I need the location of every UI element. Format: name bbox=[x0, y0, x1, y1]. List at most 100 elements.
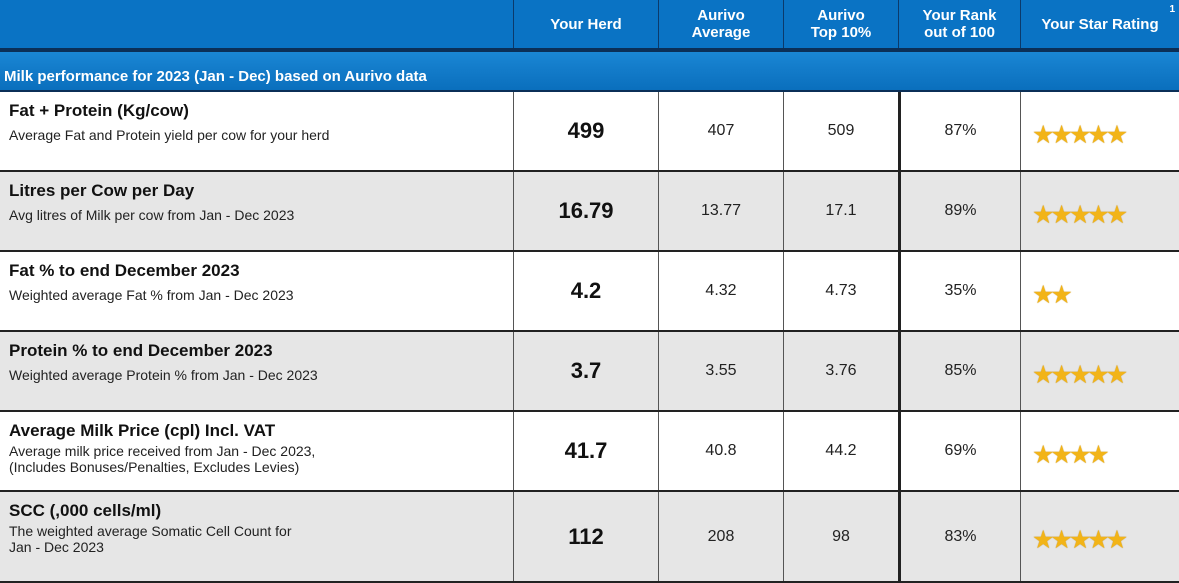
aurivo-top10-cell: 509 bbox=[783, 92, 898, 170]
aurivo-average-cell: 40.8 bbox=[658, 412, 783, 490]
table-row: Fat + Protein (Kg/cow) Average Fat and Pr… bbox=[0, 92, 1179, 172]
row-title: Average Milk Price (cpl) Incl. VAT bbox=[9, 421, 276, 440]
row-label-cell: SCC (,000 cells/ml) The weighted average … bbox=[0, 492, 513, 581]
table-row: Protein % to end December 2023 Weighted a… bbox=[0, 332, 1179, 412]
row-label-cell: Protein % to end December 2023 Weighted a… bbox=[0, 332, 513, 410]
your-herd-value: 41.7 bbox=[564, 438, 608, 463]
star-rating-cell bbox=[1020, 412, 1179, 490]
star-icon: ★ bbox=[1068, 360, 1092, 389]
aurivo-average-value: 13.77 bbox=[700, 202, 742, 219]
rank-cell: 87% bbox=[898, 92, 1020, 170]
star-rating-cell bbox=[1020, 332, 1179, 410]
star-icon: ★ bbox=[1032, 120, 1055, 149]
table-row: Litres per Cow per Day Avg litres of Milk… bbox=[0, 172, 1179, 252]
star-icon: ★ bbox=[1087, 200, 1110, 229]
aurivo-top10-value: 44.2 bbox=[825, 442, 857, 459]
row-title: Fat % to end December 2023 bbox=[9, 261, 240, 280]
star-icon: ★ bbox=[1050, 280, 1073, 309]
rank-cell: 85% bbox=[898, 332, 1020, 410]
row-label-cell: Fat % to end December 2023 Weighted avera… bbox=[0, 252, 513, 330]
star-rating-cell bbox=[1020, 172, 1179, 250]
star-rating: ★ ★ ★ ★ ★ bbox=[1032, 172, 1179, 250]
row-label-cell: Fat + Protein (Kg/cow) Average Fat and Pr… bbox=[0, 92, 513, 170]
star-icon: ★ bbox=[1050, 360, 1073, 389]
aurivo-average-value: 40.8 bbox=[705, 442, 737, 459]
star-icon: ★ bbox=[1050, 440, 1073, 469]
row-title: Fat + Protein (Kg/cow) bbox=[9, 101, 189, 120]
star-icon: ★ bbox=[1105, 120, 1129, 149]
rank-cell: 69% bbox=[898, 412, 1020, 490]
aurivo-average-value: 4.32 bbox=[705, 282, 737, 299]
aurivo-average-value: 208 bbox=[707, 527, 735, 545]
aurivo-top10-value: 98 bbox=[832, 527, 850, 545]
aurivo-top10-cell: 44.2 bbox=[783, 412, 898, 490]
star-icon: ★ bbox=[1050, 200, 1073, 229]
your-herd-value: 16.79 bbox=[558, 198, 614, 223]
table-header: Your Herd Aurivo Average Aurivo Top 10% … bbox=[0, 0, 1179, 50]
your-herd-value: 4.2 bbox=[570, 278, 602, 303]
star-rating: ★ ★ ★ ★ ★ bbox=[1032, 492, 1179, 581]
star-rating-cell bbox=[1020, 252, 1179, 330]
star-icon: ★ bbox=[1068, 200, 1092, 229]
star-icon: ★ bbox=[1032, 440, 1055, 469]
aurivo-top10-value: 17.1 bbox=[825, 202, 857, 219]
star-rating: ★ ★ bbox=[1032, 252, 1179, 330]
header-aurivo-top10: Aurivo Top 10% bbox=[783, 0, 898, 48]
row-description: Average Fat and Protein yield per cow fo… bbox=[9, 127, 330, 143]
aurivo-top10-value: 3.76 bbox=[825, 362, 857, 379]
row-title: Protein % to end December 2023 bbox=[9, 341, 273, 360]
star-icon: ★ bbox=[1032, 280, 1055, 309]
aurivo-top10-cell: 17.1 bbox=[783, 172, 898, 250]
star-icon: ★ bbox=[1032, 360, 1055, 389]
star-icon: ★ bbox=[1087, 526, 1110, 554]
your-herd-cell: 112 bbox=[513, 492, 658, 581]
table-row: Fat % to end December 2023 Weighted avera… bbox=[0, 252, 1179, 332]
header-aurivo-average: Aurivo Average bbox=[658, 0, 783, 48]
your-herd-cell: 3.7 bbox=[513, 332, 658, 410]
star-rating: ★ ★ ★ ★ ★ bbox=[1032, 332, 1179, 410]
star-icon: ★ bbox=[1105, 526, 1129, 554]
aurivo-top10-cell: 4.73 bbox=[783, 252, 898, 330]
star-icon: ★ bbox=[1068, 120, 1092, 149]
rank-cell: 83% bbox=[898, 492, 1020, 581]
your-herd-cell: 41.7 bbox=[513, 412, 658, 490]
star-icon: ★ bbox=[1105, 200, 1129, 229]
aurivo-average-cell: 13.77 bbox=[658, 172, 783, 250]
footnote-marker: 1 bbox=[1169, 4, 1175, 15]
row-description: Avg litres of Milk per cow from Jan - De… bbox=[9, 207, 295, 223]
header-rank: Your Rank out of 100 bbox=[898, 0, 1020, 48]
aurivo-top10-cell: 3.76 bbox=[783, 332, 898, 410]
star-rating-cell bbox=[1020, 92, 1179, 170]
rank-value: 85% bbox=[944, 362, 977, 379]
section-banner: Milk performance for 2023 (Jan - Dec) ba… bbox=[0, 50, 1179, 92]
rank-value: 35% bbox=[944, 282, 977, 299]
your-herd-cell: 16.79 bbox=[513, 172, 658, 250]
rank-cell: 35% bbox=[898, 252, 1020, 330]
row-description: Average milk price received from Jan - D… bbox=[9, 443, 316, 475]
row-description: Weighted average Protein % from Jan - De… bbox=[9, 367, 318, 383]
header-star-rating: Your Star Rating 1 bbox=[1020, 0, 1179, 48]
row-description: Weighted average Fat % from Jan - Dec 20… bbox=[9, 287, 294, 303]
star-icon: ★ bbox=[1068, 526, 1092, 554]
row-title: Litres per Cow per Day bbox=[9, 181, 195, 200]
your-herd-value: 3.7 bbox=[570, 358, 602, 383]
header-your-herd: Your Herd bbox=[513, 0, 658, 48]
star-icon: ★ bbox=[1050, 526, 1073, 554]
star-rating: ★ ★ ★ ★ ★ bbox=[1032, 92, 1179, 170]
aurivo-top10-value: 509 bbox=[827, 122, 855, 139]
star-icon: ★ bbox=[1032, 200, 1055, 229]
aurivo-top10-value: 4.73 bbox=[825, 282, 857, 299]
section-title: Milk performance for 2023 (Jan - Dec) ba… bbox=[4, 68, 427, 85]
table-row: Average Milk Price (cpl) Incl. VAT Averag… bbox=[0, 412, 1179, 492]
rank-value: 87% bbox=[944, 122, 977, 139]
aurivo-average-cell: 4.32 bbox=[658, 252, 783, 330]
star-icon: ★ bbox=[1087, 360, 1110, 389]
star-rating: ★ ★ ★ ★ bbox=[1032, 412, 1179, 490]
your-herd-cell: 4.2 bbox=[513, 252, 658, 330]
star-icon: ★ bbox=[1105, 360, 1129, 389]
star-icon: ★ bbox=[1068, 440, 1092, 469]
your-herd-value: 499 bbox=[567, 118, 605, 143]
rank-value: 89% bbox=[944, 202, 977, 219]
star-icon: ★ bbox=[1087, 440, 1110, 469]
row-label-cell: Average Milk Price (cpl) Incl. VAT Averag… bbox=[0, 412, 513, 490]
